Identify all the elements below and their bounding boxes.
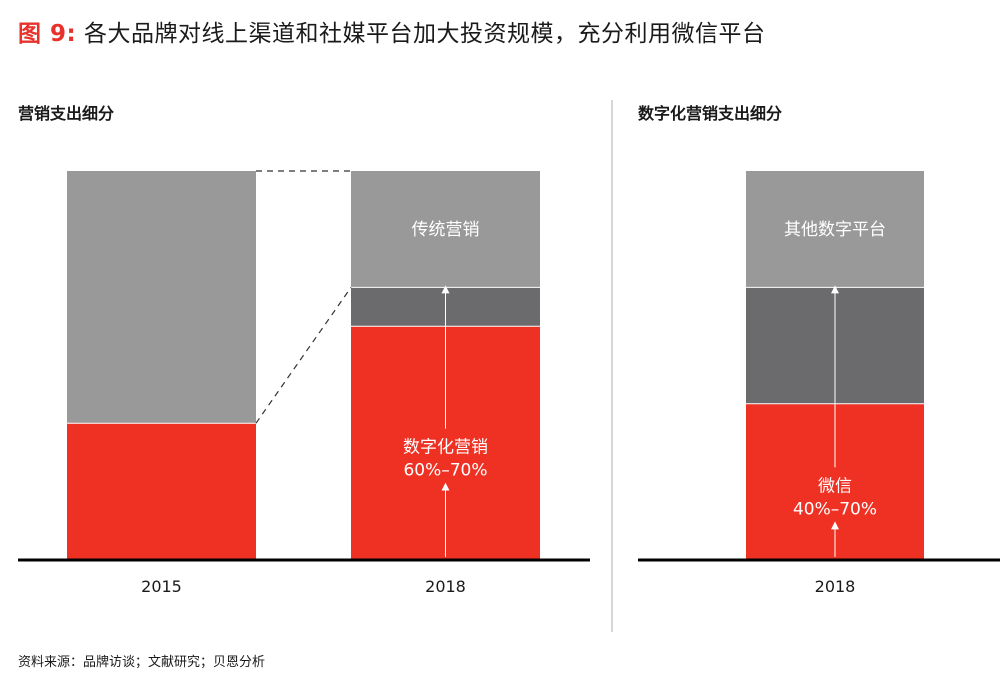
- figure-title-text: 各大品牌对线上渠道和社媒平台加大投资规模，充分利用微信平台: [84, 21, 766, 47]
- left-tick-2018: 2018: [425, 577, 466, 596]
- figure-title: 图 9: 各大品牌对线上渠道和社媒平台加大投资规模，充分利用微信平台: [18, 14, 766, 48]
- right-chart: 微信 40%–70% 其他数字平台 2018: [638, 171, 1000, 596]
- left-bar-2018-seg-2: [351, 171, 540, 288]
- figure-label: 图 9:: [18, 21, 77, 47]
- source-note: 资料来源：品牌访谈；文献研究；贝恩分析: [18, 655, 266, 670]
- right-bar-2018-seg-2: [746, 171, 924, 288]
- left-series-label-2: 传统营销: [412, 220, 480, 240]
- left-series-label-0: 数字化营销: [403, 438, 488, 458]
- right-tick-2018: 2018: [815, 577, 856, 596]
- left-connector-digital: [255, 287, 352, 424]
- left-tick-2015: 2015: [141, 577, 182, 596]
- right-panel-title: 数字化营销支出细分: [638, 104, 783, 123]
- left-bar-2015-seg-2: [67, 171, 256, 424]
- right-series-range-0: 40%–70%: [793, 499, 877, 519]
- left-panel-title: 营销支出细分: [18, 104, 115, 123]
- right-series-label-2: 其他数字平台: [784, 220, 886, 240]
- left-chart: 2015 数字化营销 60%–70% 传统营销 2018: [18, 170, 590, 596]
- left-series-range-0: 60%–70%: [403, 461, 487, 481]
- right-series-label-0: 微信: [818, 476, 852, 496]
- left-bar-2015-seg-0: [67, 423, 256, 559]
